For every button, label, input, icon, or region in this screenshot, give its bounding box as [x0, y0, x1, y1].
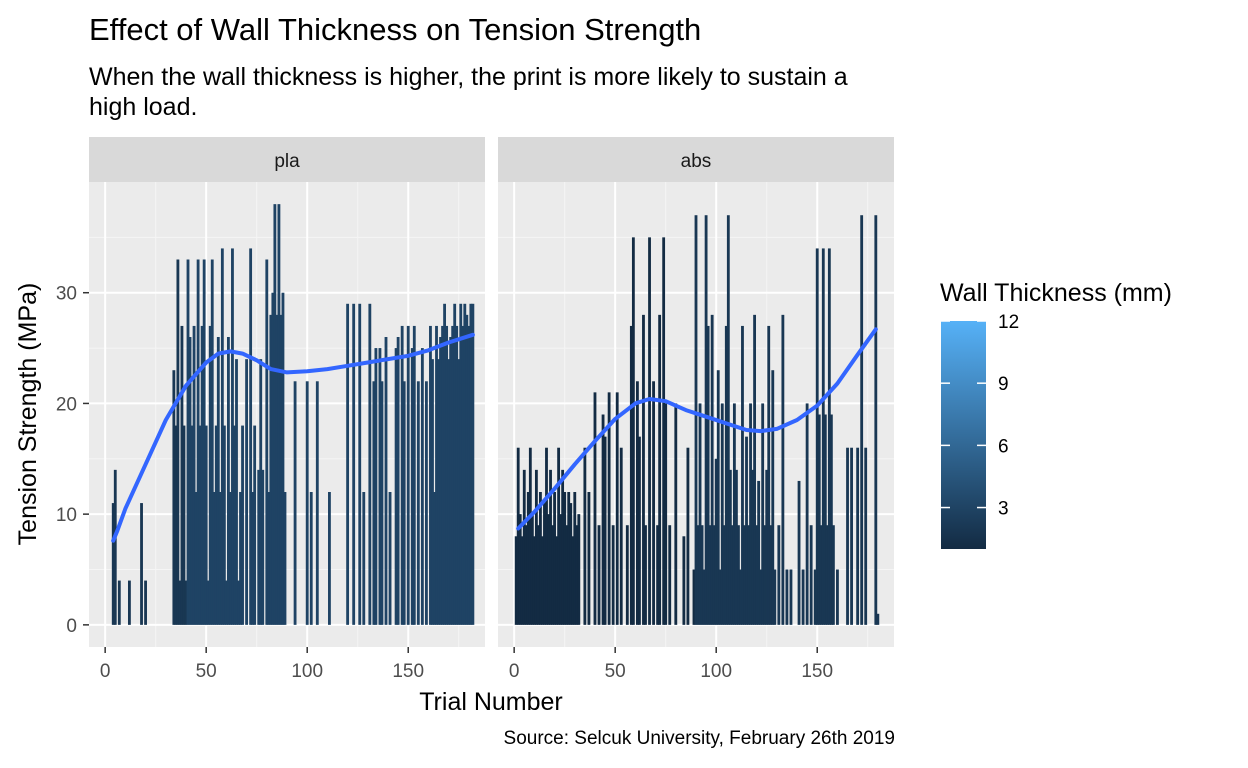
x-tick-label: 150	[801, 661, 833, 682]
facet-panel-abs: abs 0 50 100 150	[498, 137, 894, 682]
bar	[425, 381, 428, 625]
bar	[421, 348, 424, 625]
bar	[687, 448, 690, 625]
x-tick-label: 0	[509, 661, 520, 682]
y-axis-title: Tension Strength (MPa)	[14, 283, 42, 546]
bar	[397, 337, 400, 625]
bar	[664, 403, 667, 624]
bar	[245, 359, 248, 625]
bar	[176, 260, 179, 625]
bar	[471, 304, 474, 625]
bar	[310, 492, 313, 625]
legend-tick-label: 12	[998, 312, 1019, 333]
x-tick-label: 50	[196, 661, 217, 682]
y-tick-label: 30	[56, 284, 77, 305]
bar	[790, 570, 793, 625]
bar	[140, 503, 143, 625]
bar	[598, 525, 601, 625]
facet-panel-pla: pla 0 50 100 150	[89, 137, 485, 682]
bar	[874, 215, 877, 625]
bar	[118, 581, 121, 625]
bar	[658, 315, 661, 625]
bar	[798, 481, 801, 625]
facet-strip-label: pla	[274, 151, 300, 172]
bar	[358, 304, 361, 625]
bar	[381, 381, 384, 625]
bar	[594, 392, 597, 625]
bar	[241, 426, 244, 625]
bar	[346, 304, 349, 625]
y-tick-label: 0	[66, 616, 77, 637]
legend-title: Wall Thickness (mm)	[940, 279, 1172, 307]
x-axis-title: Trial Number	[419, 688, 563, 716]
bar	[294, 381, 297, 625]
legend-colorbar	[941, 321, 986, 549]
bar	[253, 426, 256, 625]
bar	[860, 215, 863, 625]
bar	[316, 381, 319, 625]
color-legend: Wall Thickness (mm) 3 6 9 12	[940, 279, 1172, 549]
bar	[626, 525, 629, 625]
bar	[374, 348, 377, 625]
y-tick-label: 10	[56, 505, 77, 526]
bar	[261, 470, 264, 625]
bar	[588, 492, 591, 625]
x-tick-label: 50	[605, 661, 626, 682]
bar	[832, 525, 835, 625]
bar	[128, 581, 131, 625]
bar	[644, 525, 647, 625]
bar	[632, 237, 635, 625]
bar	[876, 614, 879, 625]
y-tick-label: 20	[56, 394, 77, 415]
bar	[781, 315, 784, 625]
bar	[407, 326, 410, 625]
bar	[417, 381, 420, 625]
legend-tick-label: 9	[998, 374, 1009, 395]
bar	[786, 570, 789, 625]
bar	[328, 492, 331, 625]
bar	[604, 437, 607, 625]
legend-tick-label: 3	[998, 499, 1009, 520]
bar	[403, 381, 406, 625]
bar	[777, 525, 780, 625]
bar	[389, 492, 392, 625]
bar	[806, 403, 809, 624]
bar	[362, 492, 365, 625]
bar	[620, 448, 623, 625]
bar	[674, 403, 677, 624]
x-tick-label: 100	[700, 661, 732, 682]
bar	[413, 326, 416, 625]
bar	[385, 337, 388, 625]
bar	[668, 525, 671, 625]
bar	[648, 237, 651, 625]
y-axis: 0 10 20 30	[56, 284, 89, 637]
bar	[616, 392, 619, 625]
bar	[682, 536, 685, 625]
bar	[773, 570, 776, 625]
bar	[284, 492, 287, 625]
x-tick-label: 100	[291, 661, 323, 682]
bar	[638, 437, 641, 625]
bar	[577, 514, 580, 625]
bar	[368, 304, 371, 625]
x-tick-label: 150	[392, 661, 424, 682]
bar	[856, 448, 859, 625]
bar	[583, 448, 586, 625]
x-tick-label: 0	[100, 661, 111, 682]
legend-tick-label: 6	[998, 436, 1009, 457]
bar	[850, 448, 853, 625]
bar	[836, 570, 839, 625]
bar	[802, 570, 805, 625]
bar	[352, 304, 355, 625]
bar	[864, 448, 867, 625]
bar	[114, 470, 117, 625]
bar	[612, 525, 615, 625]
bar	[846, 448, 849, 625]
facet-strip-label: abs	[681, 151, 712, 172]
bar	[306, 381, 309, 625]
bar	[810, 525, 813, 625]
bar	[144, 581, 147, 625]
bar	[652, 381, 655, 625]
